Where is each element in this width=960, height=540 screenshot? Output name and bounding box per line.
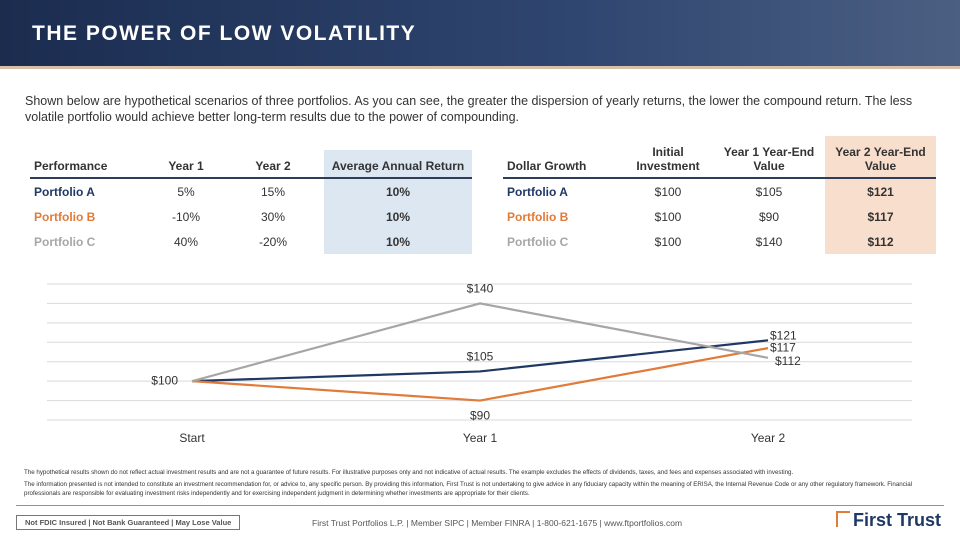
table-row: Portfolio C 40% -20% 10%: [30, 229, 472, 254]
chart: Start Year 1 Year 2 $100 $105 $121 $90 $117 $140…: [47, 282, 912, 445]
cell: $105: [755, 184, 783, 199]
logo-text: First Trust: [853, 510, 942, 530]
data-label: $117: [770, 340, 796, 354]
performance-table: Performance Year 1 Year 2 Average Annual Re…: [30, 150, 472, 254]
cell: $100: [654, 234, 682, 249]
cell: $140: [755, 234, 783, 249]
x-tick-label: Year 1: [463, 431, 498, 445]
cell: $90: [758, 209, 780, 224]
cell: 5%: [177, 184, 195, 199]
series-line: [191, 347, 769, 402]
x-tick-label: Start: [179, 431, 205, 445]
header-row: Dollar Growth Initial Investment Year 1 Ye…: [503, 136, 936, 179]
series-line: [191, 339, 769, 383]
column-header: Year 1: [150, 150, 222, 179]
cell: 10%: [324, 178, 472, 204]
divider: [16, 505, 944, 506]
cell: $100: [654, 184, 682, 199]
logo: First Trust: [836, 510, 941, 531]
cell: 10%: [324, 229, 472, 254]
row-label: Portfolio C: [34, 234, 96, 249]
table-row: Portfolio C $100 $140 $112: [503, 229, 936, 254]
title: THE POWER OF LOW VOLATILITY: [32, 22, 417, 45]
row-label: Portfolio A: [34, 184, 95, 199]
column-header: Dollar Growth: [503, 136, 623, 179]
cell: -10%: [171, 209, 200, 224]
cell: 10%: [324, 204, 472, 229]
x-tick-label: Year 2: [751, 431, 786, 445]
cell: $121: [825, 178, 936, 204]
table-row: Portfolio B -10% 30% 10%: [30, 204, 472, 229]
cell: $100: [654, 209, 682, 224]
column-header: Year 2: [222, 150, 324, 179]
cell: 40%: [173, 234, 199, 249]
row-label: Portfolio B: [507, 209, 569, 224]
row-label: Portfolio C: [507, 234, 569, 249]
disclaimer: The hypothetical results shown do not re…: [24, 469, 794, 476]
row-label: Portfolio B: [34, 209, 96, 224]
cell: 15%: [260, 184, 286, 199]
data-label: $100: [151, 373, 178, 387]
table-row: Portfolio B $100 $90 $117: [503, 204, 936, 229]
cell: $117: [825, 204, 936, 229]
row-label: Portfolio A: [507, 184, 568, 199]
intro-text: Shown below are hypothetical scenarios o…: [25, 94, 913, 124]
cell: $112: [825, 229, 936, 254]
column-header: Performance: [30, 150, 150, 179]
table-row: Portfolio A 5% 15% 10%: [30, 178, 472, 204]
footer-contact: First Trust Portfolios L.P. | Member SIP…: [312, 518, 683, 528]
header-bar: THE POWER OF LOW VOLATILITY: [0, 0, 960, 69]
data-label: $121: [770, 329, 797, 343]
column-header: Average Annual Return: [324, 150, 472, 179]
header-row: Performance Year 1 Year 2 Average Annual Re…: [30, 150, 472, 179]
data-label: $112: [775, 354, 801, 368]
badge: Not FDIC Insured | Not Bank Guaranteed |…: [16, 515, 241, 530]
data-label: $105: [467, 350, 494, 364]
cell: -20%: [258, 234, 287, 249]
data-label: $90: [470, 409, 490, 423]
growth-table: Dollar Growth Initial Investment Year 1 Ye…: [503, 136, 936, 254]
cell: 30%: [260, 209, 286, 224]
series-line: [191, 302, 769, 383]
disclaimer: The information presented is not intende…: [24, 481, 913, 497]
table-row: Portfolio A $100 $105 $121: [503, 178, 936, 204]
column-header: Year 1 Year-End Value: [713, 136, 825, 179]
column-header: Year 2 Year-End Value: [825, 136, 936, 179]
data-label: $140: [467, 282, 494, 296]
column-header: Initial Investment: [623, 136, 713, 179]
